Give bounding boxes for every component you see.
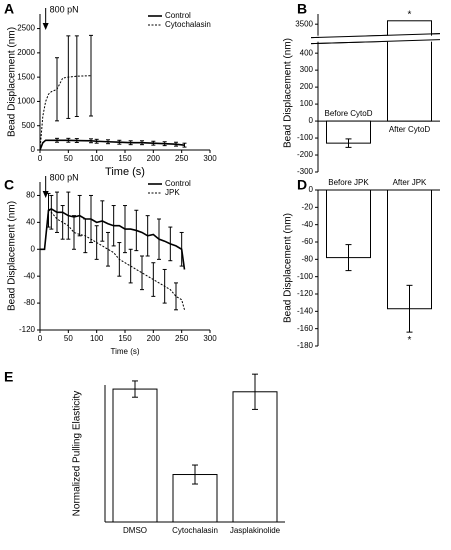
y-tick-label: 1000	[17, 97, 35, 106]
y-tick-label: 300	[300, 65, 314, 74]
annotation-label: 800 pN	[50, 172, 79, 182]
y-tick-label: 2500	[17, 24, 35, 33]
legend-label: JPK	[165, 188, 180, 197]
annotation-arrowhead	[42, 191, 49, 198]
y-tick-label: 400	[300, 48, 314, 57]
bar	[112, 388, 158, 523]
axis-break	[319, 35, 441, 42]
x-tick-label: 100	[90, 334, 104, 343]
x-axis-label: Time (s)	[110, 347, 139, 356]
y-tick-label: 0	[309, 116, 314, 125]
annotation-label: 800 pN	[50, 4, 79, 14]
y-axis-label: Bead Displacement (nm)	[7, 201, 18, 311]
y-tick-label: 0	[31, 145, 36, 154]
y-tick-label: 0	[309, 185, 314, 194]
annotation-arrowhead	[42, 23, 49, 30]
panel-label: E	[4, 369, 13, 385]
y-tick-label: -60	[301, 237, 313, 246]
y-axis-label: Bead Displacement (nm)	[283, 213, 294, 323]
x-tick-label: 250	[175, 334, 189, 343]
series-line	[40, 208, 186, 270]
y-tick-label: -20	[301, 202, 313, 211]
y-tick-label: 0	[31, 244, 36, 253]
y-tick-label: -300	[297, 167, 314, 176]
y-tick-label: -140	[297, 306, 314, 315]
legend-label: Control	[165, 179, 191, 188]
x-axis-label: Time (s)	[105, 166, 145, 178]
axis-break-mark	[310, 33, 441, 39]
panel-label: D	[297, 177, 307, 193]
category-label: After CytoD	[389, 125, 431, 134]
y-tick-label: -100	[297, 133, 314, 142]
y-tick-label: 2000	[17, 48, 35, 57]
y-tick-label: 1500	[17, 72, 35, 81]
legend-label: Cytochalasin	[165, 20, 211, 29]
y-tick-label: -80	[301, 254, 313, 263]
x-tick-label: 50	[64, 334, 73, 343]
x-tick-label: 200	[147, 154, 161, 163]
axis-break-mark	[310, 39, 441, 45]
category-label: Cytochalasin	[172, 526, 218, 535]
y-tick-label: 500	[22, 121, 36, 130]
x-tick-label: 200	[147, 334, 161, 343]
significance-mark: *	[408, 9, 412, 20]
category-label: Jasplakinolide	[230, 526, 281, 535]
bar	[326, 189, 371, 259]
bar	[232, 391, 278, 523]
x-tick-label: 100	[90, 154, 104, 163]
series-line	[39, 75, 92, 151]
y-tick-label: -100	[297, 272, 314, 281]
legend-label: Control	[165, 11, 191, 20]
y-tick-label: 80	[26, 191, 35, 200]
y-tick-label: 3500	[295, 19, 313, 28]
category-label: Before CytoD	[324, 109, 372, 118]
x-tick-label: 50	[64, 154, 73, 163]
y-axis-label: Bead Displacement (nm)	[7, 27, 18, 137]
y-tick-label: 200	[300, 82, 314, 91]
category-label: DMSO	[123, 526, 147, 535]
y-axis-label: Bead Displacement (nm)	[283, 38, 294, 148]
x-tick-label: 0	[38, 154, 43, 163]
panel-label: C	[4, 177, 14, 193]
category-label: After JPK	[393, 178, 427, 187]
panel-label: A	[4, 1, 14, 17]
significance-mark: *	[408, 335, 412, 346]
y-axis-label: Normalized Pulling Elasticity	[72, 391, 83, 517]
y-tick-label: -160	[297, 324, 314, 333]
x-tick-label: 0	[38, 334, 43, 343]
category-label: Before JPK	[328, 178, 369, 187]
y-tick-label: -120	[19, 325, 36, 334]
panel-label: B	[297, 1, 307, 17]
y-tick-label: -80	[23, 298, 35, 307]
series-line	[40, 207, 185, 310]
x-tick-label: 300	[203, 334, 217, 343]
y-tick-label: -40	[23, 271, 35, 280]
y-tick-label: -200	[297, 150, 314, 159]
y-tick-label: -40	[301, 220, 313, 229]
y-tick-label: 100	[300, 99, 314, 108]
y-tick-label: -120	[297, 289, 314, 298]
y-tick-label: 40	[26, 217, 35, 226]
x-tick-label: 250	[175, 154, 189, 163]
x-tick-label: 150	[118, 334, 132, 343]
x-tick-label: 150	[118, 154, 132, 163]
x-tick-label: 300	[203, 154, 217, 163]
y-tick-label: -180	[297, 341, 314, 350]
